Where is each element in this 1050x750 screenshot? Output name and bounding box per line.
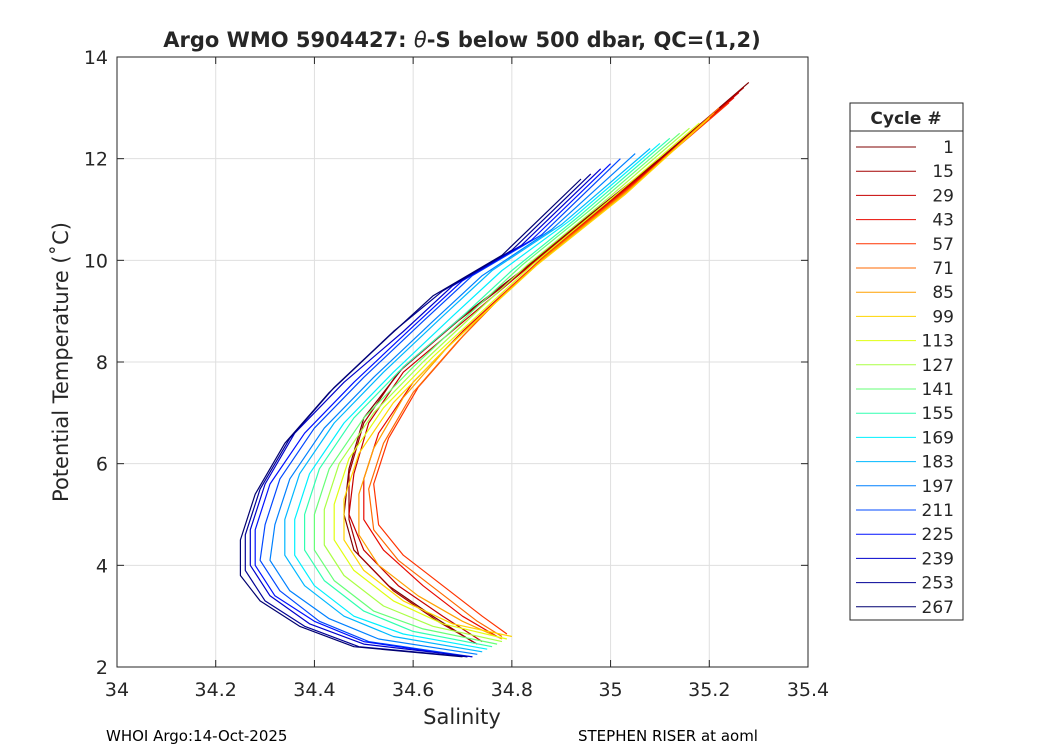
y-axis-label: Potential Temperature (˚C) <box>49 222 73 502</box>
y-tick-label: 8 <box>96 352 108 374</box>
legend-entries: 1 15 29 43 57 71 85 99 113 127 141 155 169 183 197 211 2… <box>856 138 954 618</box>
series-line-cycle-253 <box>244 173 592 658</box>
series-line-cycle-225 <box>254 163 612 658</box>
chart-title-suffix: -S below 500 dbar, QC=(1,2) <box>427 28 761 52</box>
series-line-cycle-155 <box>304 137 671 648</box>
legend-label: 43 <box>932 211 954 231</box>
legend-label: 225 <box>922 525 954 545</box>
x-tick-label: 35.4 <box>787 679 829 701</box>
series-line-cycle-183 <box>284 148 651 653</box>
legend-label: 253 <box>922 574 954 594</box>
legend-label: 29 <box>932 186 954 206</box>
chart-title-theta: θ <box>414 28 427 52</box>
chart-title-prefix: Argo WMO 5904427: <box>163 28 414 52</box>
legend-title: Cycle # <box>870 109 941 129</box>
profile-lines <box>239 81 750 658</box>
y-tick-label: 12 <box>84 149 108 171</box>
x-tick-label: 34.6 <box>392 679 434 701</box>
series-line-cycle-197 <box>269 153 636 655</box>
series-line-cycle-239 <box>249 168 602 658</box>
legend-label: 169 <box>922 428 954 448</box>
series-line-cycle-211 <box>259 158 621 658</box>
chart-title: Argo WMO 5904427: θ-S below 500 dbar, QC… <box>163 28 760 52</box>
series-line-cycle-57 <box>373 102 730 635</box>
legend-label: 1 <box>943 138 954 158</box>
legend-label: 239 <box>922 549 954 569</box>
footer-left: WHOI Argo:14-Oct-2025 <box>106 727 287 745</box>
x-tick-label: 34.2 <box>195 679 237 701</box>
series-line-cycle-71 <box>368 107 720 638</box>
legend-label: 211 <box>922 501 954 521</box>
legend-label: 85 <box>932 283 954 303</box>
footer-right: STEPHEN RISER at aoml <box>578 727 758 745</box>
y-tick-label: 6 <box>96 454 108 476</box>
legend-label: 15 <box>932 162 954 182</box>
legend-label: 267 <box>922 598 954 618</box>
series-line-cycle-85 <box>358 112 715 640</box>
y-tick-label: 14 <box>84 47 108 69</box>
x-tick-label: 34.4 <box>293 679 335 701</box>
legend-label: 141 <box>922 380 954 400</box>
series-line-cycle-99 <box>343 117 710 638</box>
legend-label: 197 <box>922 477 954 497</box>
y-tick-label: 4 <box>96 555 108 577</box>
y-axis-ticks: 2 4 6 8 10 12 14 <box>84 47 808 679</box>
legend-label: 113 <box>922 332 954 352</box>
legend-label: 57 <box>932 235 954 255</box>
series-line-cycle-267 <box>239 178 582 658</box>
x-tick-label: 34.8 <box>491 679 533 701</box>
x-tick-label: 34 <box>105 679 129 701</box>
y-tick-label: 2 <box>96 657 108 679</box>
legend: Cycle # 1 15 29 43 57 71 85 99 113 127 141 155 169 18… <box>849 102 964 621</box>
x-tick-label: 35 <box>598 679 622 701</box>
series-line-cycle-169 <box>294 142 661 650</box>
legend-label: 127 <box>922 356 954 376</box>
y-tick-label: 10 <box>84 250 108 272</box>
series-line-cycle-127 <box>323 127 690 643</box>
legend-label: 155 <box>922 404 954 424</box>
x-tick-label: 35.2 <box>688 679 730 701</box>
series-line-cycle-15 <box>348 87 745 645</box>
series-line-cycle-113 <box>333 122 700 640</box>
legend-label: 71 <box>932 259 954 279</box>
series-line-cycle-141 <box>313 132 681 645</box>
x-axis-label: Salinity <box>423 705 501 729</box>
x-axis-ticks: 34 34.2 34.4 34.6 34.8 35 35.2 35.4 <box>105 57 829 701</box>
legend-label: 183 <box>922 453 954 473</box>
legend-label: 99 <box>932 307 954 327</box>
